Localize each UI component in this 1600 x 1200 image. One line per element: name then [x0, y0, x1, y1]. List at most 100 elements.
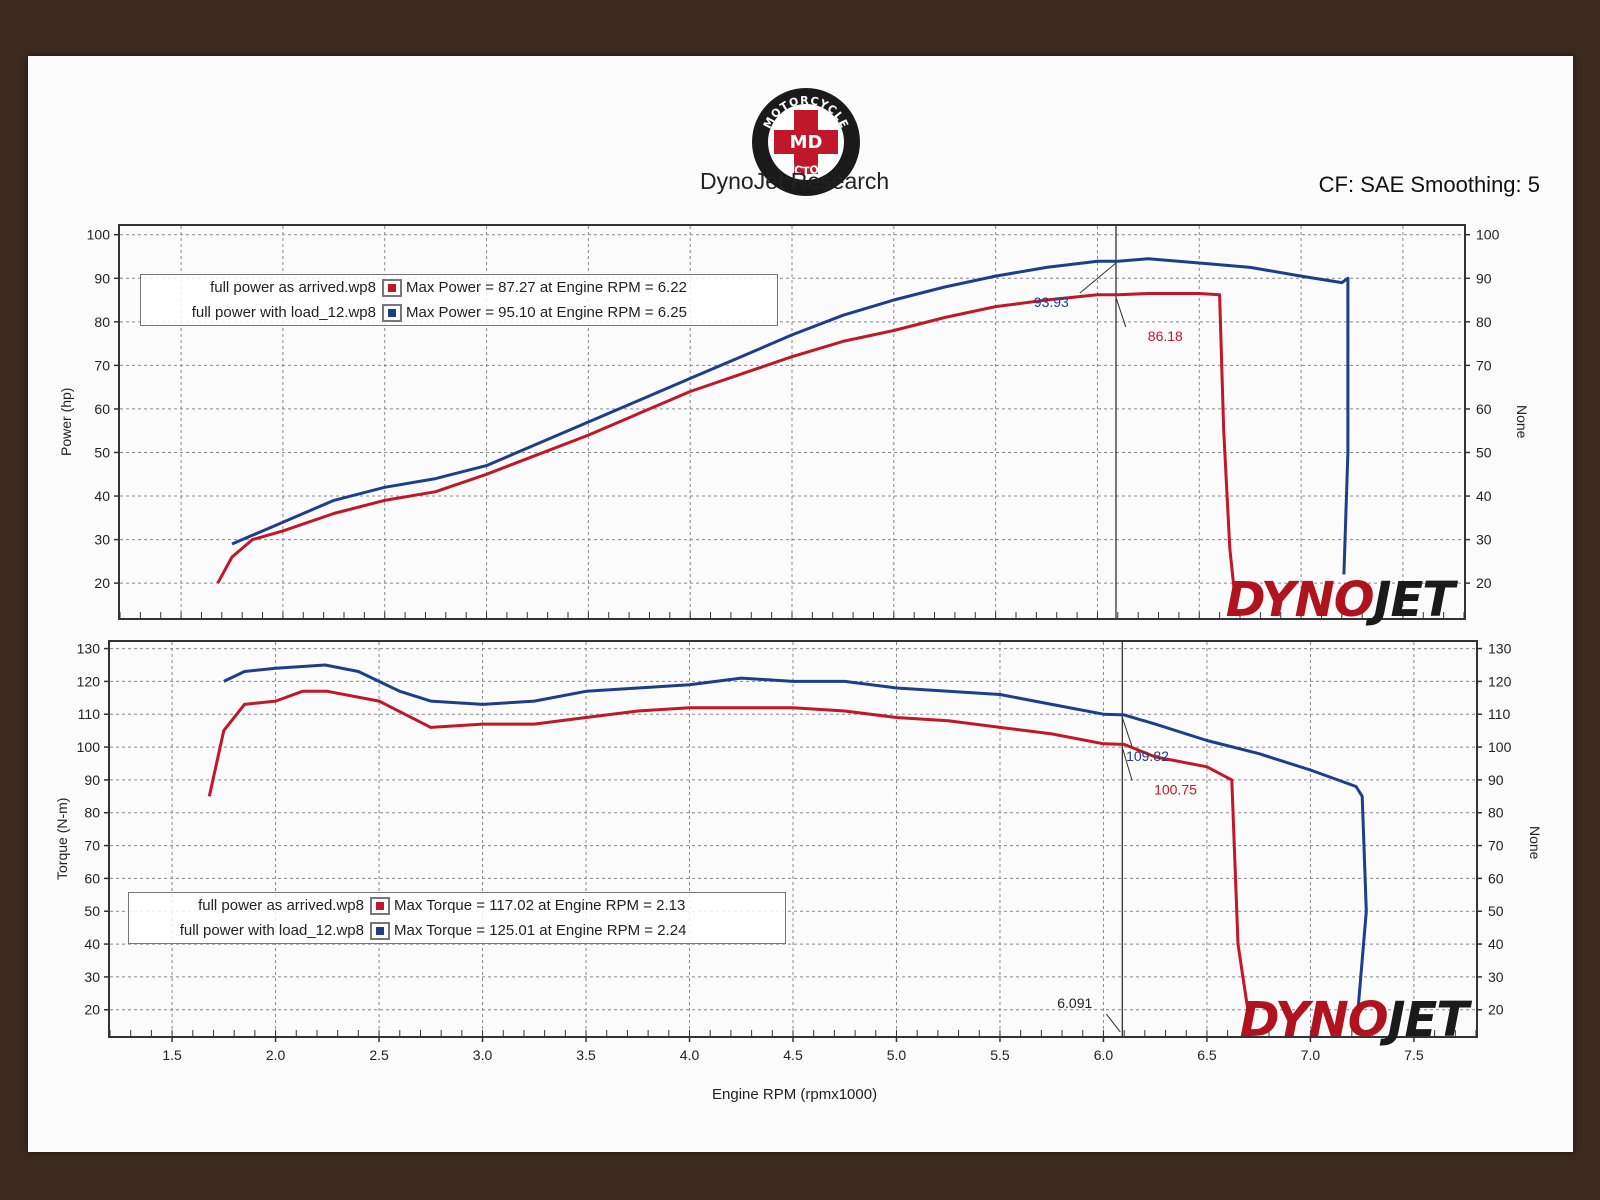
- dynojet-logo: DYNOJET: [1239, 992, 1469, 1048]
- power-y2tick-label: 20: [1476, 575, 1492, 591]
- torque-xtick-label: 6.5: [1197, 1047, 1217, 1063]
- power-ytick-label: 60: [94, 401, 110, 417]
- torque-xtick-label: 7.5: [1404, 1047, 1424, 1063]
- torque-xtick-label: 5.0: [887, 1047, 907, 1063]
- torque-y2tick-label: 100: [1488, 739, 1512, 755]
- torque-y2tick-label: 50: [1488, 903, 1504, 919]
- torque-y2tick-label: 60: [1488, 870, 1504, 886]
- legend-max-label: Max Torque = 125.01 at Engine RPM = 2.24: [394, 922, 687, 939]
- torque-xtick-label: 2.0: [266, 1047, 286, 1063]
- torque-cursor-label: 6.091: [1057, 995, 1092, 1011]
- torque-chart-svg: 20 20 30 30 40 40 50 50 60 60 70 70 80 80 90 90 100 100 11…: [77, 641, 1512, 1063]
- legend-max-label: Max Power = 87.27 at Engine RPM = 6.22: [406, 279, 687, 296]
- torque-y2tick-label: 70: [1488, 838, 1504, 854]
- torque-y2tick-label: 120: [1488, 673, 1512, 689]
- power-ytick-label: 40: [94, 488, 110, 504]
- torque-y-axis-title: Torque (N-m): [54, 797, 70, 880]
- power-ytick-label: 30: [94, 532, 110, 548]
- torque-xtick-label: 4.5: [783, 1047, 803, 1063]
- legend-row-blue: full power with load_12.wp8 Max Torque =…: [129, 918, 785, 943]
- torque-ytick-label: 120: [77, 673, 101, 689]
- torque-ytick-label: 110: [78, 706, 101, 722]
- power-ytick-label: 90: [94, 270, 110, 286]
- torque-series-blue-line: [223, 663, 1368, 1010]
- power-chart: 20 20 30 30 40 40 50 50 60 60 70 70 80 80 90 90 100 100 93…: [87, 224, 1500, 624]
- legend-file-label: full power as arrived.wp8: [210, 279, 376, 296]
- torque-annotation-arrow: [1121, 716, 1133, 747]
- legend-row-red: full power as arrived.wp8 Max Torque = 1…: [129, 893, 785, 918]
- torque-ytick-label: 60: [84, 870, 100, 886]
- power-y2tick-label: 40: [1476, 488, 1492, 504]
- power-series-blue-line: [231, 257, 1350, 575]
- torque-y2tick-label: 90: [1488, 772, 1504, 788]
- torque-y2tick-label: 110: [1488, 706, 1511, 722]
- legend-file-label: full power with load_12.wp8: [179, 922, 364, 939]
- torque-ytick-label: 50: [84, 903, 100, 919]
- torque-annotation-arrow: [1121, 746, 1133, 781]
- torque-y2tick-label: 130: [1488, 641, 1512, 657]
- torque-xtick-label: 7.0: [1301, 1047, 1321, 1063]
- motorcycle-doctors-logo: MD MOTORCYCLE DOCTORS: [750, 86, 862, 203]
- legend-swatch-red: [382, 278, 402, 297]
- torque-ytick-label: 90: [84, 772, 100, 788]
- power-annotation-arrow: [1079, 262, 1117, 294]
- torque-legend: full power as arrived.wp8 Max Torque = 1…: [128, 892, 786, 944]
- torque-ytick-label: 40: [84, 936, 100, 952]
- dynojet-logo: DYNOJET: [1225, 572, 1455, 628]
- torque-annotation-label: 100.75: [1154, 782, 1197, 798]
- power-y2-axis-title: None: [1514, 405, 1530, 439]
- torque-cursor-arrow: [1105, 1013, 1121, 1033]
- legend-row-blue: full power with load_12.wp8 Max Power = …: [141, 300, 777, 325]
- legend-swatch-blue: [370, 921, 390, 940]
- power-ytick-label: 100: [87, 227, 111, 243]
- torque-ytick-label: 20: [84, 1002, 100, 1018]
- torque-annotation-label: 109.82: [1126, 748, 1169, 764]
- torque-y2tick-label: 40: [1488, 936, 1504, 952]
- power-ytick-label: 20: [94, 575, 110, 591]
- power-y2tick-label: 100: [1476, 227, 1500, 243]
- torque-xtick-label: 3.5: [576, 1047, 596, 1063]
- torque-xtick-label: 4.0: [680, 1047, 700, 1063]
- legend-swatch-blue: [382, 303, 402, 322]
- torque-y2tick-label: 20: [1488, 1002, 1504, 1018]
- legend-max-label: Max Power = 95.10 at Engine RPM = 6.25: [406, 304, 687, 321]
- power-ytick-label: 80: [94, 314, 110, 330]
- power-annotation-label: 93.93: [1034, 294, 1069, 310]
- torque-y2-axis-title: None: [1527, 826, 1543, 860]
- power-y2tick-label: 70: [1476, 357, 1492, 373]
- torque-xtick-label: 6.0: [1094, 1047, 1114, 1063]
- x-axis-title: Engine RPM (rpmx1000): [712, 1086, 878, 1103]
- torque-ytick-label: 30: [84, 969, 100, 985]
- legend-file-label: full power with load_12.wp8: [191, 304, 376, 321]
- power-y2tick-label: 50: [1476, 444, 1492, 460]
- power-y2tick-label: 80: [1476, 314, 1492, 330]
- legend-max-label: Max Torque = 117.02 at Engine RPM = 2.13: [394, 897, 686, 914]
- legend-row-red: full power as arrived.wp8 Max Power = 87…: [141, 275, 777, 300]
- torque-ytick-label: 100: [77, 739, 101, 755]
- torque-xtick-label: 1.5: [162, 1047, 182, 1063]
- dyno-sheet: [28, 56, 1573, 1152]
- power-y2tick-label: 90: [1476, 270, 1492, 286]
- power-y-axis-title: Power (hp): [58, 387, 74, 456]
- torque-ytick-label: 130: [77, 641, 101, 657]
- power-legend: full power as arrived.wp8 Max Power = 87…: [140, 274, 778, 326]
- svg-text:MD: MD: [790, 132, 823, 153]
- torque-chart: 20 20 30 30 40 40 50 50 60 60 70 70 80 80 90 90 100 100 11…: [77, 640, 1512, 1063]
- power-y2tick-label: 60: [1476, 401, 1492, 417]
- torque-ytick-label: 80: [84, 805, 100, 821]
- torque-series-red-line: [207, 689, 1250, 1014]
- power-y2tick-label: 30: [1476, 532, 1492, 548]
- torque-xtick-label: 3.0: [473, 1047, 493, 1063]
- page-title: DynoJet Research: [700, 168, 890, 194]
- torque-xtick-label: 2.5: [369, 1047, 389, 1063]
- legend-swatch-red: [370, 896, 390, 915]
- torque-xtick-label: 5.5: [990, 1047, 1010, 1063]
- correction-factor-label: CF: SAE Smoothing: 5: [1318, 172, 1540, 197]
- torque-y2tick-label: 80: [1488, 805, 1504, 821]
- power-annotation-label: 86.18: [1148, 328, 1183, 344]
- power-ytick-label: 70: [94, 357, 110, 373]
- torque-ytick-label: 70: [84, 838, 100, 854]
- power-ytick-label: 50: [94, 444, 110, 460]
- power-chart-svg: 20 20 30 30 40 40 50 50 60 60 70 70 80 80 90 90 100 100 93…: [87, 226, 1500, 618]
- legend-file-label: full power as arrived.wp8: [198, 897, 364, 914]
